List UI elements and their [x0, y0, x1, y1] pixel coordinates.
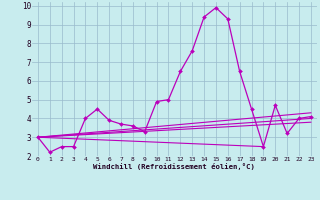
X-axis label: Windchill (Refroidissement éolien,°C): Windchill (Refroidissement éolien,°C) [93, 163, 255, 170]
